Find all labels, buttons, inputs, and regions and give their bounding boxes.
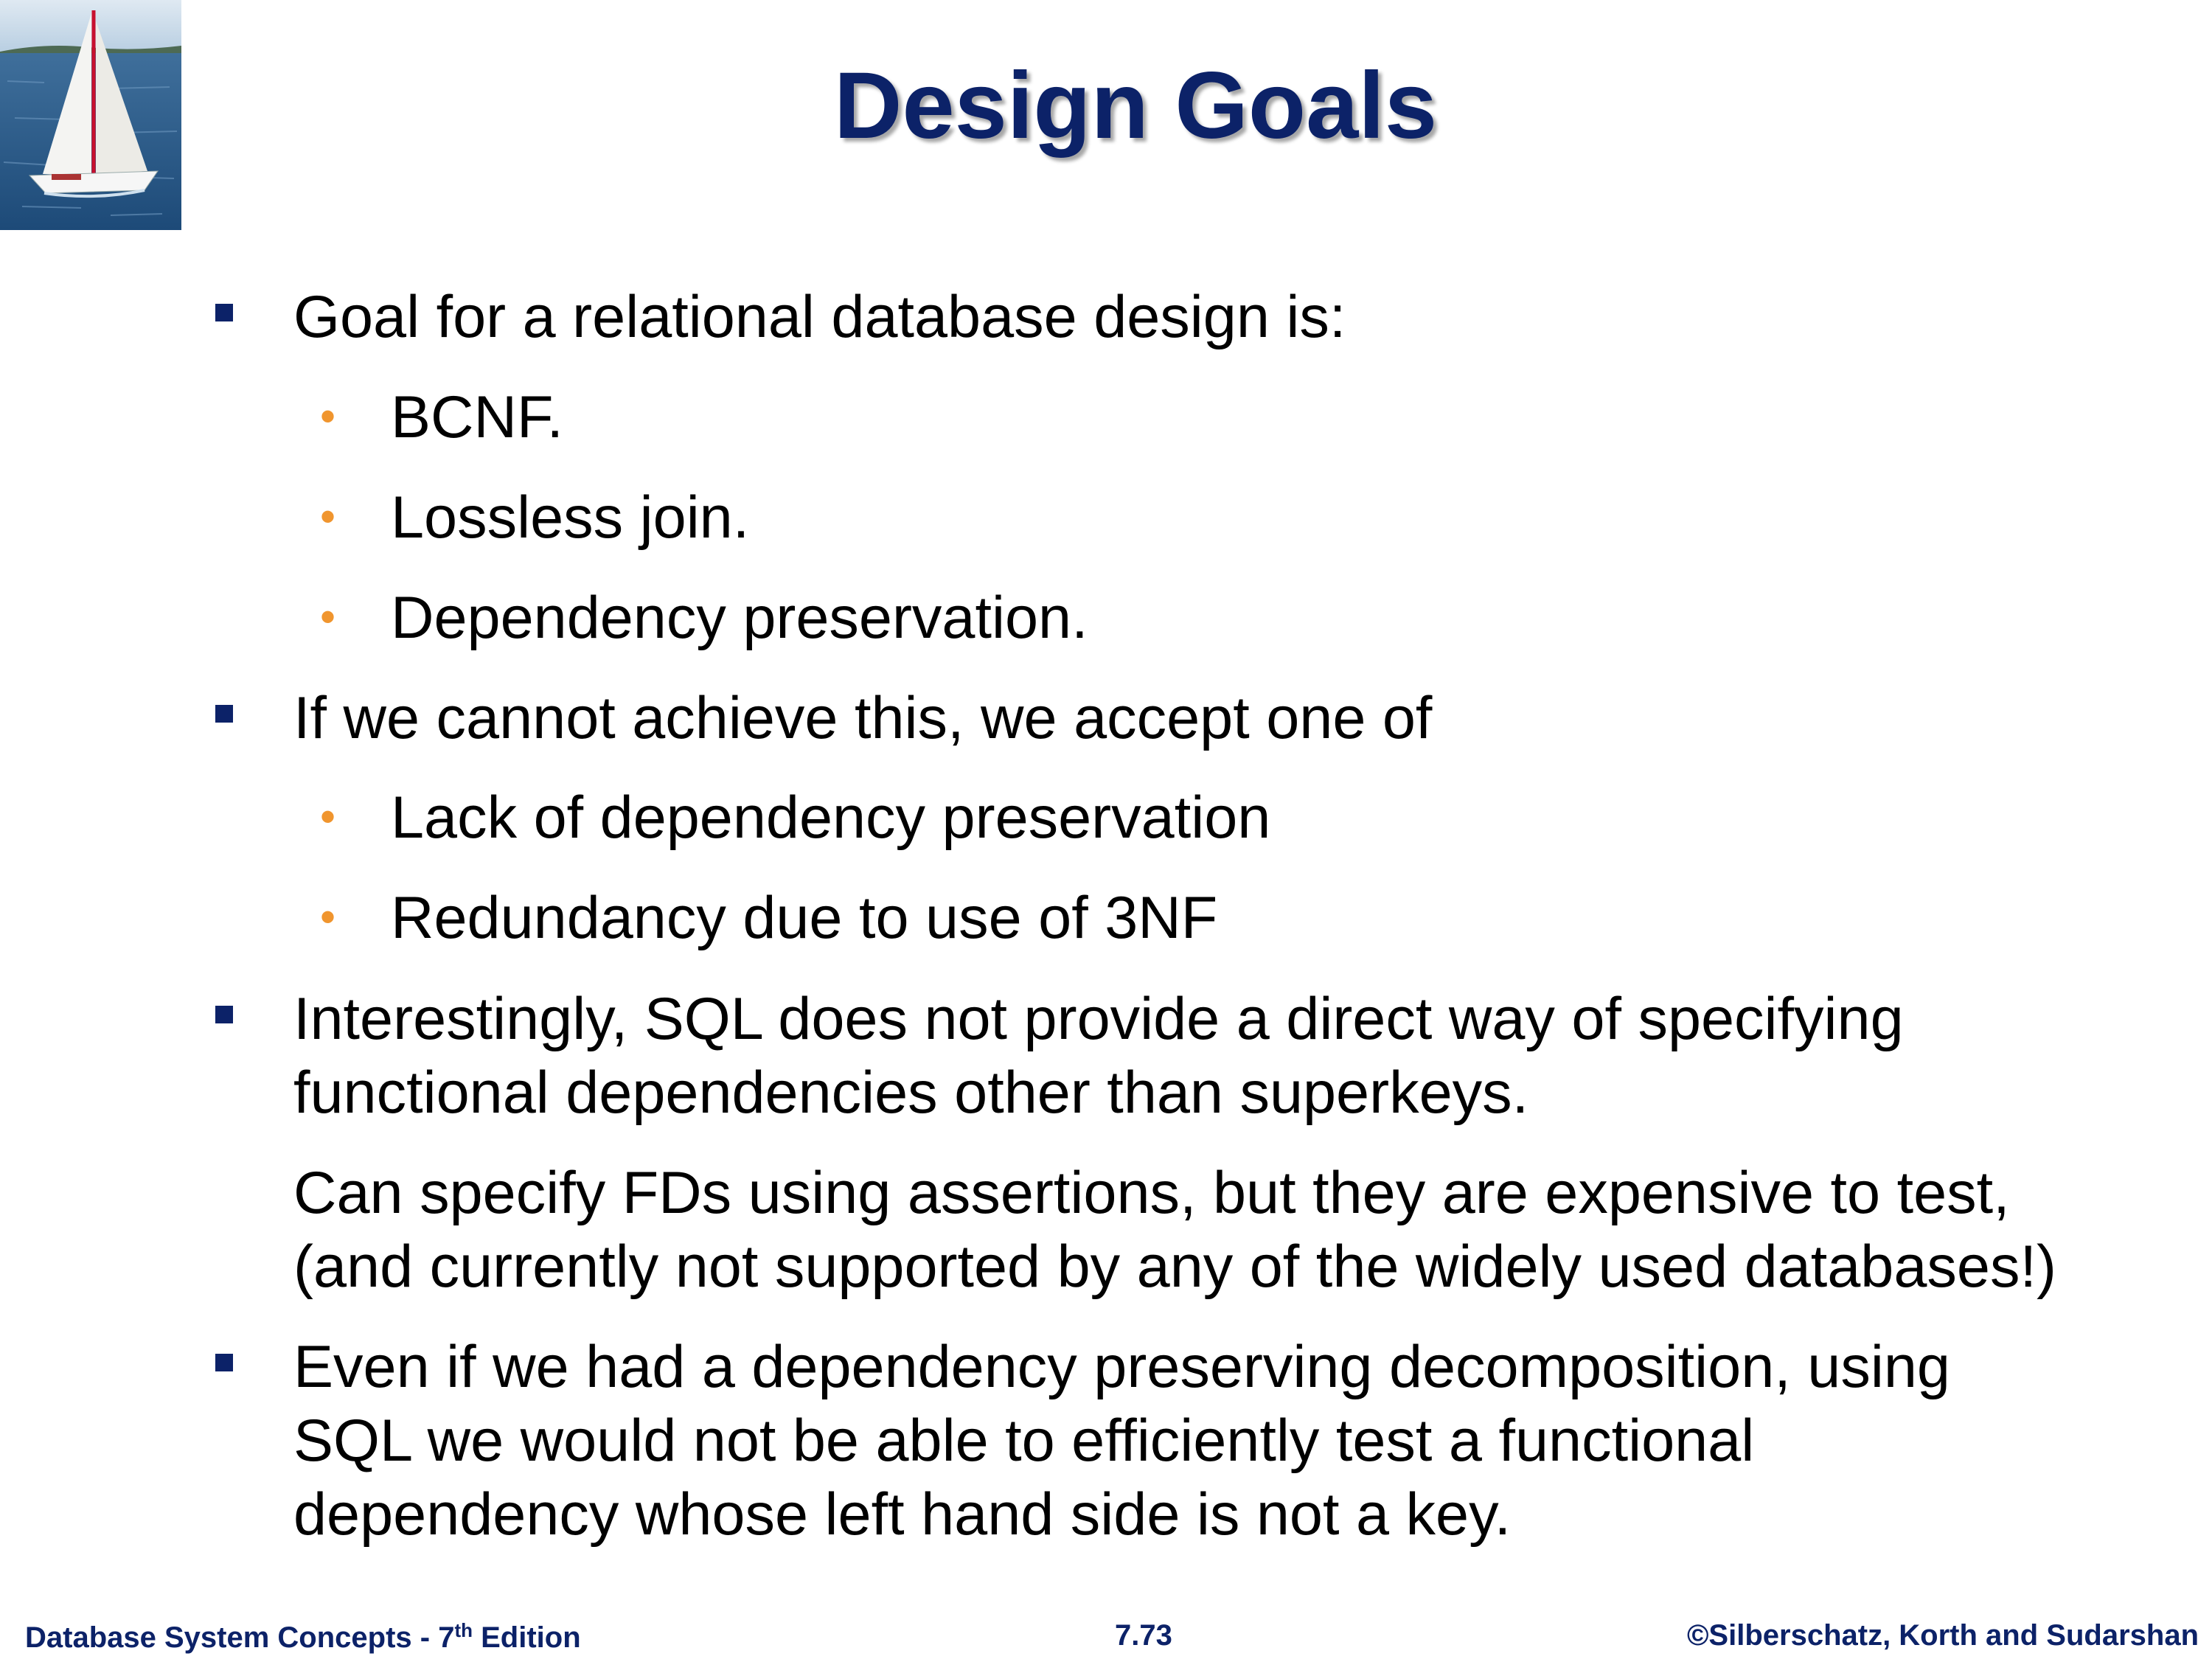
square-bullet-icon	[215, 705, 233, 723]
bullet-item: Goal for a relational database design is…	[293, 284, 1346, 350]
sub-bullet-item: BCNF.	[391, 384, 564, 451]
footer-book-suffix: Edition	[473, 1621, 581, 1654]
sub-bullet-item: Lack of dependency preservation	[391, 785, 1271, 851]
square-bullet-icon	[215, 1354, 233, 1371]
bullet-item-continuation: functional dependencies other than super…	[293, 1060, 1529, 1126]
dot-bullet-icon: •	[320, 892, 336, 942]
sub-bullet-item: Lossless join.	[391, 484, 750, 551]
dot-bullet-icon: •	[320, 592, 336, 641]
footer-book-title: Database System Concepts - 7th Edition	[25, 1619, 581, 1655]
bullet-item: If we cannot achieve this, we accept one…	[293, 685, 1433, 751]
sailboat-logo	[0, 0, 181, 230]
paragraph-line: Can specify FDs using assertions, but th…	[293, 1160, 2010, 1226]
dot-bullet-icon: •	[320, 792, 336, 841]
paragraph-line: (and currently not supported by any of t…	[293, 1234, 2056, 1300]
bullet-item-continuation: dependency whose left hand side is not a…	[293, 1481, 1512, 1548]
footer-copyright: ©Silberschatz, Korth and Sudarshan	[1686, 1619, 2199, 1652]
dot-bullet-icon: •	[320, 392, 336, 441]
square-bullet-icon	[215, 304, 233, 321]
sub-bullet-item: Dependency preservation.	[391, 585, 1088, 651]
bullet-item: Interestingly, SQL does not provide a di…	[293, 986, 1904, 1052]
dot-bullet-icon: •	[320, 492, 336, 541]
footer-page-number: 7.73	[1115, 1619, 1172, 1652]
sailboat-icon	[0, 0, 181, 230]
square-bullet-icon	[215, 1006, 233, 1023]
footer-book-prefix: Database System Concepts - 7	[25, 1621, 455, 1654]
footer-book-superscript: th	[454, 1619, 473, 1641]
bullet-item-continuation: SQL we would not be able to efficiently …	[293, 1408, 1755, 1474]
bullet-item: Even if we had a dependency preserving d…	[293, 1334, 1950, 1400]
sub-bullet-item: Redundancy due to use of 3NF	[391, 885, 1218, 951]
slide-title: Design Goals	[834, 53, 1437, 159]
